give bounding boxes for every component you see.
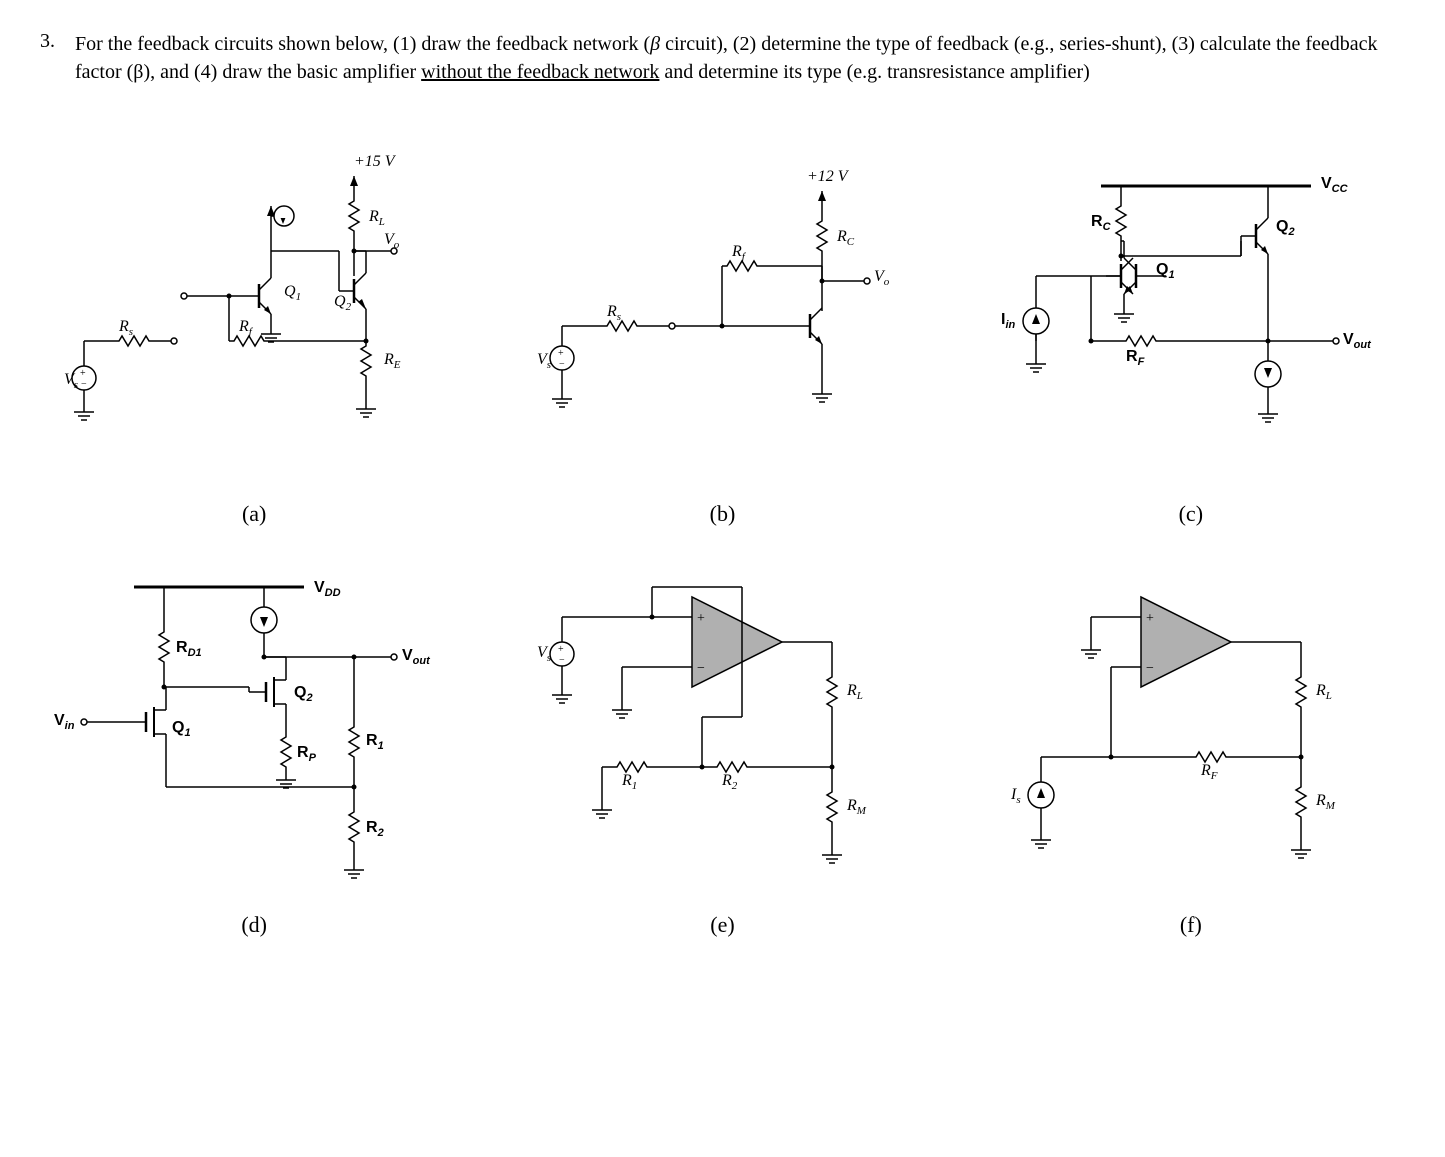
label-supply-15v: +15 V — [354, 153, 397, 170]
label-rf-b: Rf — [731, 243, 747, 263]
label-rp: RP — [297, 744, 317, 764]
question-part-1: For the feedback circuits shown below, (… — [75, 33, 650, 55]
label-supply-12v: +12 V — [807, 168, 850, 185]
label-rs-b: Rs — [606, 303, 621, 323]
label-rd1: RD1 — [176, 639, 202, 659]
label-vs-b: Vs — [537, 351, 551, 371]
label-q1-c: Q1 — [1156, 261, 1175, 281]
circuit-d: VDD RD1 Vout — [54, 557, 454, 938]
circuit-a-diagram: +15 V RL Vo Q2 — [64, 146, 444, 486]
label-rf-c: RF — [1126, 348, 1145, 368]
circuit-c: VCC RC Q1 — [991, 146, 1391, 527]
label-rl-e: RL — [846, 682, 863, 702]
label-rm-f: RM — [1315, 792, 1336, 812]
question-part-3: and determine its type (e.g. transresist… — [659, 61, 1089, 83]
label-vdd: VDD — [314, 579, 341, 599]
label-is-f: Is — [1010, 786, 1021, 806]
vs-minus-b: − — [559, 359, 565, 370]
label-vout-c: Vout — [1343, 331, 1372, 351]
label-q1-a: Q1 — [284, 283, 301, 303]
opamp-minus-e: − — [697, 661, 705, 676]
beta-symbol: β — [650, 33, 660, 55]
label-rf-a: Rf — [238, 318, 254, 338]
circuit-e-label: (e) — [710, 912, 734, 938]
label-q2-d: Q2 — [294, 684, 313, 704]
circuit-d-diagram: VDD RD1 Vout — [54, 557, 454, 897]
label-rl-f: RL — [1315, 682, 1332, 702]
label-vcc: VCC — [1321, 175, 1349, 195]
vs-plus-b: + — [558, 348, 564, 359]
vs-minus-e: − — [559, 655, 565, 666]
circuit-b-diagram: +12 V RC Vo — [522, 146, 922, 486]
circuit-f-diagram: + − RL RF — [991, 557, 1391, 897]
label-r2-d: R2 — [366, 819, 384, 839]
opamp-minus-f: − — [1146, 661, 1154, 676]
vs-plus-a: + — [80, 368, 86, 379]
question-number: 3. — [40, 30, 55, 53]
opamp-plus-e: + — [697, 611, 705, 626]
question-container: 3. For the feedback circuits shown below… — [40, 30, 1405, 86]
label-rs-a: Rs — [118, 318, 133, 338]
label-r1-e: R1 — [621, 772, 637, 792]
label-rm-e: RM — [846, 797, 867, 817]
label-rc-c: RC — [1091, 213, 1112, 233]
circuit-b-label: (b) — [710, 501, 736, 527]
label-re: RE — [383, 351, 401, 371]
label-q1-d: Q1 — [172, 719, 191, 739]
circuits-grid: +15 V RL Vo Q2 — [40, 146, 1405, 938]
question-underlined: without the feedback network — [421, 61, 659, 83]
label-q2-a: Q2 — [334, 293, 352, 313]
circuit-a: +15 V RL Vo Q2 — [64, 146, 444, 527]
circuit-c-diagram: VCC RC Q1 — [991, 146, 1391, 486]
vs-minus-a: − — [81, 379, 87, 390]
label-rf-f: RF — [1200, 762, 1218, 782]
circuit-e-diagram: + − RL R2 — [522, 557, 922, 897]
label-r2-e: R2 — [721, 772, 738, 792]
vs-plus-e: + — [558, 644, 564, 655]
label-r1-d: R1 — [366, 732, 384, 752]
question-text: For the feedback circuits shown below, (… — [75, 30, 1405, 86]
label-vout-d: Vout — [402, 647, 431, 667]
circuit-f: + − RL RF — [991, 557, 1391, 938]
opamp-plus-f: + — [1146, 611, 1154, 626]
label-q2-c: Q2 — [1276, 218, 1295, 238]
circuit-c-label: (c) — [1179, 501, 1203, 527]
label-iin: Iin — [1001, 311, 1016, 331]
circuit-f-label: (f) — [1180, 912, 1202, 938]
circuit-e: + − RL R2 — [522, 557, 922, 938]
label-vo-b: Vo — [874, 268, 890, 288]
circuit-d-label: (d) — [241, 912, 267, 938]
circuit-b: +12 V RC Vo — [522, 146, 922, 527]
label-rl: RL — [368, 208, 385, 228]
label-rc-b: RC — [836, 228, 855, 248]
label-vs-e: Vs — [537, 644, 551, 664]
circuit-a-label: (a) — [242, 501, 266, 527]
label-vin-d: Vin — [54, 712, 75, 732]
